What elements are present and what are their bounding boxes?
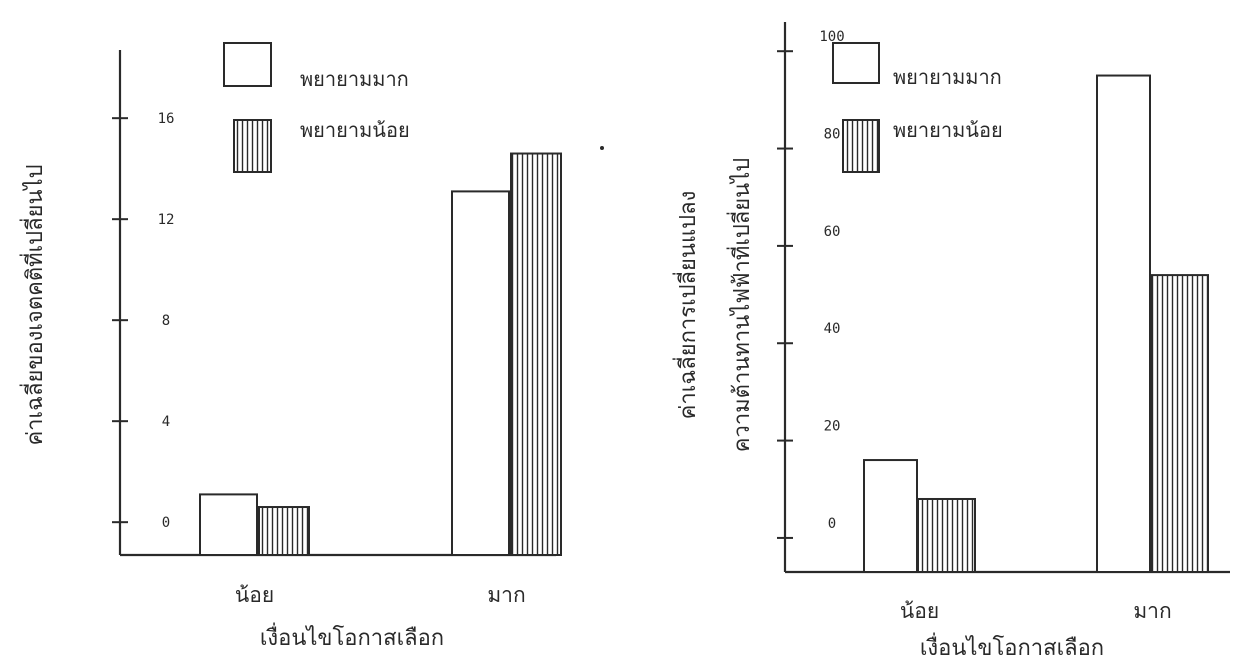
legend-swatch-low-effort xyxy=(842,119,880,173)
legend-swatch-high-effort xyxy=(223,42,272,87)
y-tick-label: 12 xyxy=(158,212,175,228)
bar-low-effort-low-choice xyxy=(258,506,310,556)
x-axis-title: เงื่อนไขโอกาสเลือก xyxy=(260,622,444,651)
y-tick-label: 0 xyxy=(828,516,836,532)
bar-low-effort-high-choice xyxy=(1150,274,1209,573)
legend-label-low-effort: พยายามน้อย xyxy=(893,118,1003,142)
y-tick-label: 4 xyxy=(162,414,170,430)
y-axis-title-line-2: ความต้านทานไฟฟ้าที่เปลี่ยนไป xyxy=(726,158,755,453)
y-tick-label: 20 xyxy=(824,419,841,435)
y-tick-label: 8 xyxy=(162,313,170,329)
y-tick-label: 40 xyxy=(824,321,841,337)
y-tick-label: 80 xyxy=(824,127,841,143)
bar-high-effort-low-choice xyxy=(199,493,258,556)
x-category-label: มาก xyxy=(1133,599,1171,623)
y-tick-label: 0 xyxy=(162,515,170,531)
y-tick-label: 60 xyxy=(824,224,841,240)
y-axis-title: ค่าเฉลี่ยของเจตคติที่เปลี่ยนไป xyxy=(19,164,48,445)
bar-low-effort-low-choice xyxy=(917,497,976,573)
legend-label-high-effort: พยายามมาก xyxy=(893,65,1002,89)
y-tick-label: 100 xyxy=(819,29,844,45)
legend-label-high-effort: พยายามมาก xyxy=(300,67,409,91)
x-category-label: น้อย xyxy=(235,583,274,607)
bar-high-effort-high-choice xyxy=(451,190,510,556)
legend-swatch-high-effort xyxy=(832,42,880,84)
bar-high-effort-high-choice xyxy=(1096,74,1151,573)
x-axis-title: เงื่อนไขโอกาสเลือก xyxy=(920,632,1104,661)
bar-low-effort-high-choice xyxy=(510,152,562,556)
speck xyxy=(600,146,604,150)
x-category-label: มาก xyxy=(487,583,525,607)
y-axis-title-line-1: ค่าเฉลี่ยการเปลี่ยนแปลง xyxy=(672,191,701,420)
legend-label-low-effort: พยายามน้อย xyxy=(300,118,410,142)
y-tick-label: 16 xyxy=(158,111,175,127)
bar-high-effort-low-choice xyxy=(863,459,918,573)
legend-swatch-low-effort xyxy=(233,119,272,173)
x-category-label: น้อย xyxy=(900,599,939,623)
